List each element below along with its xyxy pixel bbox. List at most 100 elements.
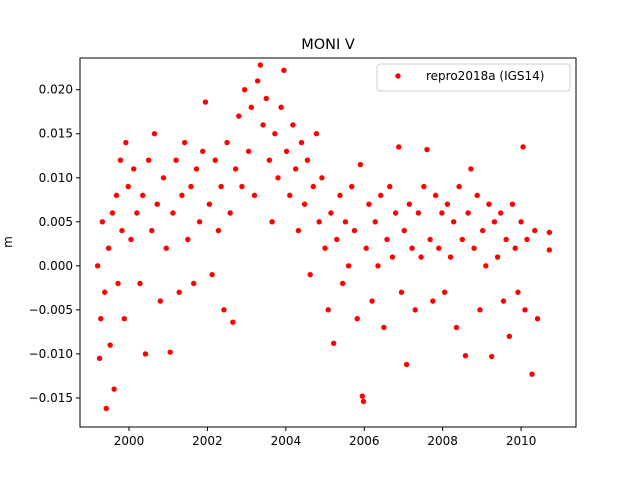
data-point [471, 245, 477, 251]
data-point [462, 352, 469, 359]
y-tick-label: −0.005 [29, 303, 73, 317]
data-point [340, 280, 346, 287]
plot-area [79, 57, 577, 428]
data-point [251, 192, 258, 199]
data-point [111, 386, 117, 392]
data-point [349, 183, 355, 190]
data-point [254, 78, 261, 84]
data-point [345, 263, 352, 269]
data-point [278, 104, 284, 111]
x-tick-label: 2006 [349, 434, 380, 448]
data-point [424, 146, 430, 153]
data-point [283, 148, 290, 155]
data-point [389, 254, 396, 260]
data-point [239, 183, 245, 190]
data-point [215, 227, 222, 234]
data-point [196, 219, 203, 225]
data-point [310, 183, 316, 190]
data-point [163, 245, 169, 251]
data-point [157, 298, 164, 304]
data-point [248, 104, 255, 111]
data-point [188, 183, 194, 190]
data-point [290, 122, 296, 128]
data-point [134, 210, 140, 216]
data-point [236, 113, 242, 119]
data-point [224, 139, 230, 146]
data-point [430, 298, 436, 304]
data-point [363, 245, 369, 251]
data-points [94, 62, 553, 412]
data-point [488, 353, 495, 360]
data-point [401, 227, 407, 234]
data-point [128, 236, 134, 243]
data-point [269, 219, 275, 225]
data-point [154, 201, 160, 207]
x-tick-label: 2000 [114, 434, 145, 448]
data-point [170, 210, 176, 216]
legend: repro2018a (IGS14) [376, 63, 571, 92]
data-point [212, 157, 218, 163]
data-point [117, 157, 124, 163]
data-point [522, 307, 528, 313]
data-point [465, 210, 471, 216]
data-point [328, 210, 334, 216]
data-point [137, 280, 143, 287]
data-point [479, 227, 486, 234]
data-point [378, 192, 384, 199]
data-point [459, 236, 465, 243]
data-point [439, 210, 445, 216]
data-point [534, 315, 541, 322]
data-point [131, 166, 137, 172]
data-point [412, 307, 418, 313]
x-tick-label: 2002 [192, 434, 223, 448]
data-point [491, 219, 498, 225]
data-point [167, 349, 173, 355]
data-point [218, 183, 224, 190]
data-point [366, 201, 372, 207]
y-tick-label: −0.015 [29, 391, 73, 405]
data-point [381, 324, 387, 331]
data-point [298, 139, 305, 146]
data-point [520, 144, 526, 150]
data-point [468, 166, 474, 172]
data-point [209, 271, 215, 278]
data-point [354, 315, 360, 322]
data-point [415, 210, 422, 216]
data-point [406, 201, 413, 207]
data-point [351, 227, 358, 234]
data-point [281, 67, 287, 74]
data-point [427, 236, 433, 243]
data-point [432, 192, 439, 199]
data-point [330, 340, 337, 347]
data-point [396, 144, 402, 150]
data-point [506, 333, 513, 339]
data-point [512, 245, 518, 251]
data-point [500, 298, 507, 304]
x-tick-label: 2004 [271, 434, 302, 448]
data-point [119, 227, 125, 234]
data-point [103, 405, 109, 412]
data-point [257, 62, 264, 68]
data-point [123, 139, 129, 146]
data-point [313, 131, 320, 137]
data-point [360, 398, 367, 405]
data-point [200, 148, 206, 155]
data-point [191, 280, 197, 287]
data-point [206, 201, 213, 207]
data-point [142, 351, 149, 357]
data-point [474, 192, 480, 199]
data-point [418, 254, 424, 260]
data-point [509, 201, 516, 207]
data-point [176, 289, 182, 295]
data-point [546, 229, 553, 236]
data-point [266, 157, 273, 163]
data-point [456, 183, 462, 190]
data-point [421, 183, 427, 190]
data-point [453, 324, 460, 331]
legend-marker [395, 73, 401, 79]
data-point [105, 245, 112, 251]
data-point [403, 361, 410, 368]
data-point [99, 219, 106, 225]
data-point [227, 210, 233, 216]
